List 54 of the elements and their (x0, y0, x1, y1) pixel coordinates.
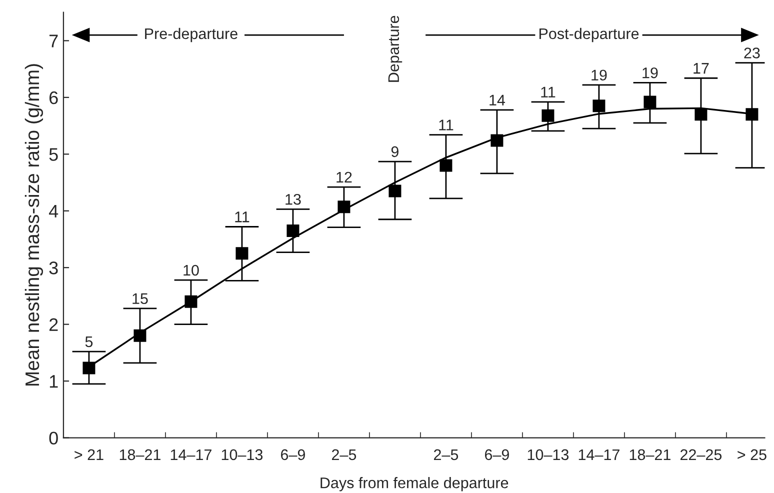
point (286, 224, 300, 237)
x-axis-title: Days from female departure (320, 477, 508, 492)
x-tick-label: 18–21 (630, 449, 670, 460)
y-tick-label: 1 (50, 375, 58, 388)
annotation: 14 (490, 94, 506, 106)
y-tick-label: 6 (49, 91, 58, 104)
point (542, 109, 554, 122)
annotation: 5 (85, 336, 93, 348)
annotation: 11 (439, 120, 454, 130)
annotation: 12 (336, 172, 352, 182)
annotation: 10 (184, 264, 199, 276)
y-tick-label: 7 (49, 34, 58, 48)
x-tick-label: 6–9 (484, 449, 509, 460)
point (184, 295, 198, 308)
annotation: 19 (642, 67, 658, 78)
x-tick-label: 14–17 (170, 449, 212, 460)
point (82, 362, 96, 374)
annotation: 11 (541, 86, 556, 98)
x-tick-label: 10–13 (528, 449, 569, 460)
point (134, 329, 146, 342)
point (746, 108, 758, 121)
x-tick-label: 22–25 (680, 449, 722, 460)
annotation: 11 (235, 212, 250, 222)
x-tick-label: 2–5 (332, 449, 356, 460)
x-tick-label: 10–13 (222, 449, 263, 460)
y-tick-label: 2 (49, 318, 58, 331)
point (644, 96, 656, 108)
y-tick-label: 0 (49, 432, 58, 445)
point (490, 134, 504, 147)
y-tick-label: 3 (49, 262, 58, 274)
x-tick-label: 18–21 (120, 449, 160, 460)
annotation: 23 (744, 48, 760, 58)
annotation: 17 (694, 63, 709, 74)
x-tick-label: > 21 (74, 449, 104, 460)
point (388, 184, 402, 198)
point (236, 247, 248, 260)
annotation: 19 (592, 70, 607, 81)
y-tick-label: 5 (49, 148, 58, 161)
annotation: Departure (388, 16, 402, 82)
x-tick-label: 2–5 (434, 449, 458, 460)
x-tick-label: 6–9 (281, 449, 305, 460)
x-tick-label: > 25 (738, 449, 766, 460)
annotation: 13 (286, 194, 301, 205)
annotation: 9 (391, 146, 398, 158)
annotation: Post-departure (539, 28, 639, 42)
annotation: 15 (132, 293, 148, 304)
y-tick-label: 4 (48, 204, 58, 218)
point (694, 108, 708, 121)
point (338, 200, 350, 214)
y-axis-title: Mean nestling mass-size ratio (g/mm) (24, 64, 44, 386)
point (592, 100, 606, 112)
point (440, 159, 452, 172)
annotation: Pre-departure (145, 28, 238, 42)
x-tick-label: 14–17 (578, 449, 620, 460)
